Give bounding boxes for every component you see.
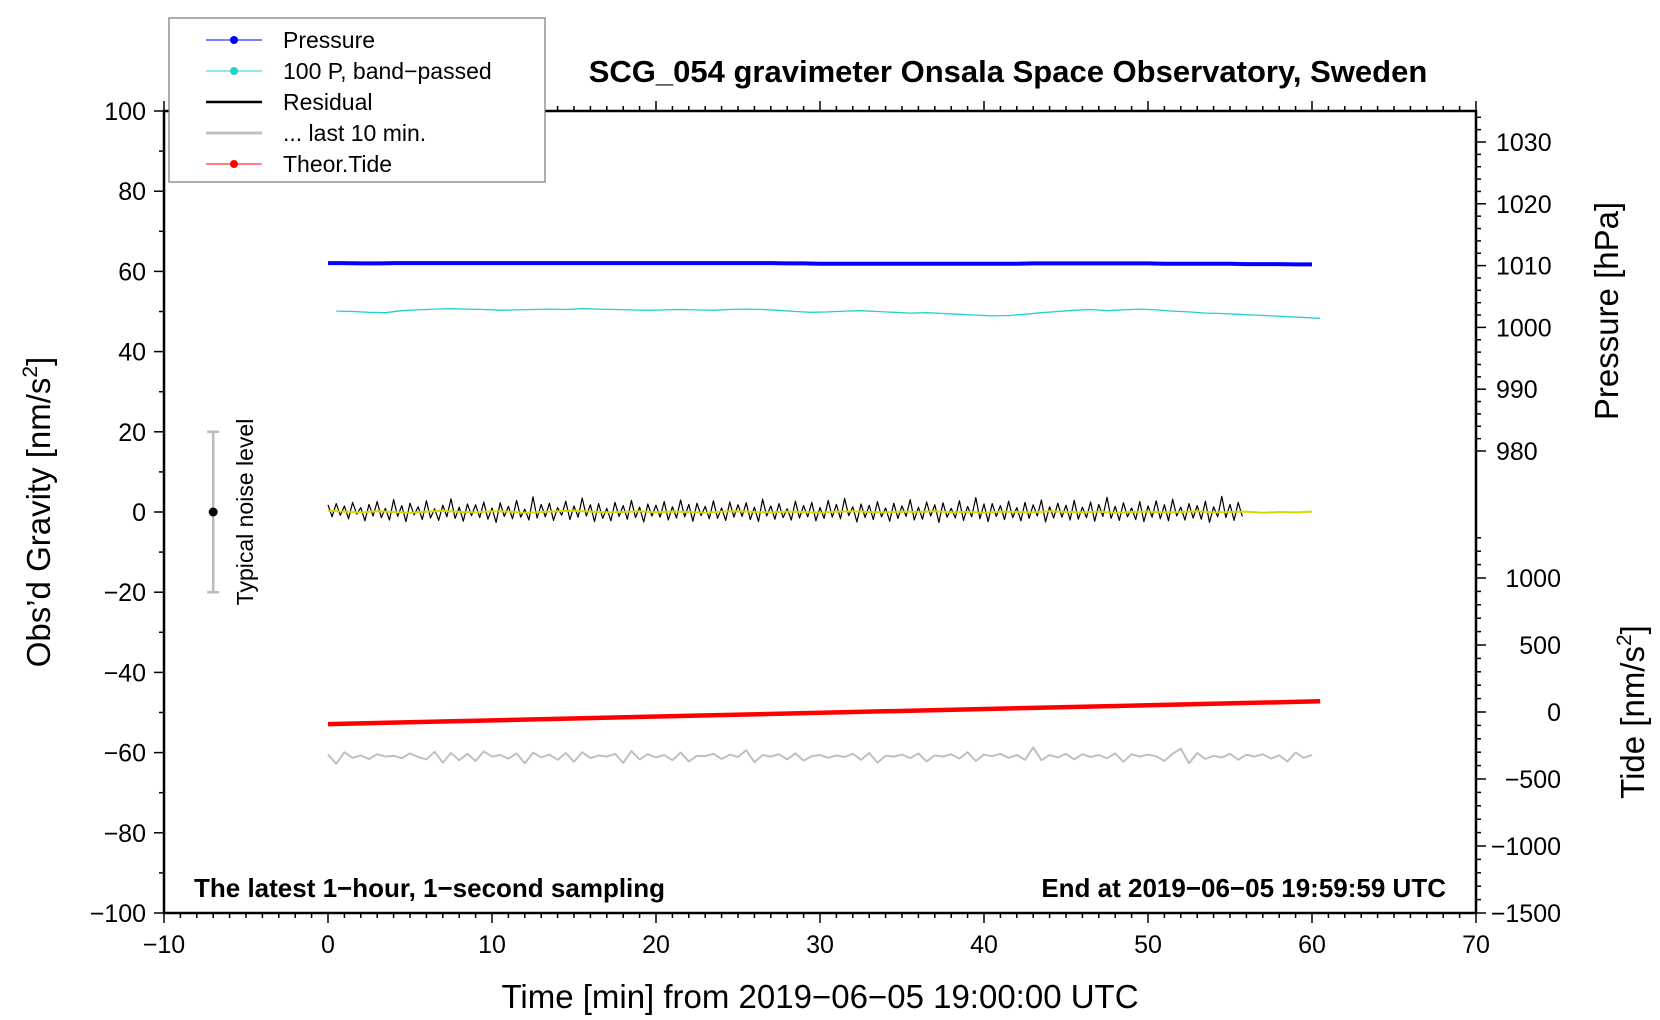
pressure-tick-label: 1030 [1496,129,1552,157]
x-tick-label: 10 [478,931,506,959]
tide-axis-title-text: Tide [nm/s [1614,646,1651,799]
y-axis-title-sup: 2 [19,366,42,378]
x-tick-label: 50 [1134,931,1162,959]
series-100-p-band-passed [336,308,1321,319]
x-tick-label: 30 [806,931,834,959]
series-residual [327,495,1243,524]
y-tick-label: −60 [104,740,146,768]
chart-title: SCG_054 gravimeter Onsala Space Observat… [589,54,1428,89]
pressure-tick-label: 980 [1496,438,1538,466]
legend-label: ... last 10 min. [283,120,426,146]
x-tick-label: −10 [143,931,185,959]
legend-label: 100 P, band−passed [283,58,492,84]
pressure-axis-title: Pressure [hPa] [1588,202,1625,420]
tide-tick-label: −500 [1505,766,1561,794]
y-tick-label: −20 [104,579,146,607]
plot-lines [327,261,1321,765]
noise-center-dot [208,507,218,517]
y-tick-label: 40 [118,339,146,367]
pressure-tick-label: 1000 [1496,314,1552,342]
y-tick-label: 60 [118,258,146,286]
x-tick-label: 20 [642,931,670,959]
annotation-right: End at 2019−06−05 19:59:59 UTC [1041,873,1446,903]
legend-label: Theor.Tide [283,151,392,177]
legend-swatch-dot [230,36,238,44]
x-tick-label: 0 [321,931,335,959]
legend: Pressure 100 P, band−passed Residual ... la… [168,17,546,183]
y-axis-title-end: ] [20,357,57,366]
y-tick-label: 0 [132,499,146,527]
y-tick-label: −40 [104,659,146,687]
y-tick-label: 20 [118,419,146,447]
series-theor-tide [327,699,1321,727]
x-axis-title: Time [min] from 2019−06−05 19:00:00 UTC [501,978,1138,1015]
tide-tick-label: 500 [1519,632,1561,660]
series-pressure [328,261,1312,267]
series--last-10-min- [327,746,1313,765]
axis-ticks: −10 0 10 20 30 40 50 60 70−100−80−60−40−20020406… [90,98,1561,959]
tide-axis-title: Tide [nm/s2] [1613,625,1651,799]
x-tick-label: 60 [1298,931,1326,959]
tide-tick-label: 0 [1547,699,1561,727]
y-axis-title-text: Obs’d Gravity [nm/s [20,378,57,668]
annotation-left: The latest 1−hour, 1−second sampling [194,873,665,903]
y-axis-title: Obs’d Gravity [nm/s2] [19,357,57,668]
pressure-tick-label: 1010 [1496,253,1552,281]
legend-box [168,17,546,183]
legend-swatch-dot [230,67,238,75]
noise-indicator-label: Typical noise level [232,419,258,606]
y-tick-label: 80 [118,178,146,206]
legend-swatch-dot [230,160,238,168]
legend-label: Pressure [283,27,375,53]
y-tick-label: −100 [90,900,146,928]
noise-indicator: Typical noise level [207,419,258,606]
legend-label: Residual [283,89,373,115]
pressure-tick-label: 990 [1496,376,1538,404]
tide-tick-label: −1000 [1491,833,1561,861]
x-tick-label: 70 [1462,931,1490,959]
tide-axis-title-sup: 2 [1613,634,1636,646]
tide-axis-title-end: ] [1614,625,1651,634]
x-tick-label: 40 [970,931,998,959]
tide-tick-label: −1500 [1491,900,1561,928]
pressure-tick-label: 1020 [1496,191,1552,219]
tide-tick-label: 1000 [1505,565,1561,593]
y-tick-label: 100 [104,98,146,126]
series-residual-smoothed [327,509,1313,514]
y-tick-label: −80 [104,820,146,848]
